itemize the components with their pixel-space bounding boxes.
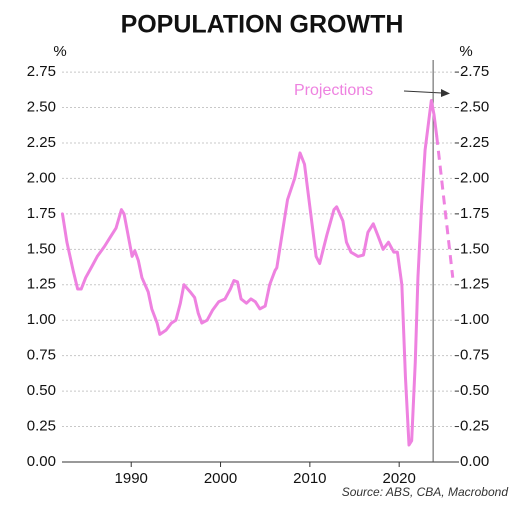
y-tick-label: 1.00: [27, 311, 56, 328]
y-tick-label: 0.50: [27, 382, 56, 399]
y2-tick-label: 1.50: [460, 240, 489, 257]
y-tick-label: 0.00: [27, 453, 56, 470]
y2-axis-label: %: [459, 43, 472, 60]
data-line: [60, 98, 439, 447]
y2-tick-label: 0.25: [460, 418, 489, 435]
chart-title: POPULATION GROWTH: [121, 11, 404, 39]
y2-tick-label: 0.50: [460, 382, 489, 399]
y-tick-label: 1.25: [27, 276, 56, 293]
y-tick-label: 0.75: [27, 347, 56, 364]
x-tick-label: 1990: [115, 470, 148, 487]
y2-tick-label: 0.00: [460, 453, 489, 470]
y-tick-label: 2.25: [27, 134, 56, 151]
y2-tick-label: 0.75: [460, 347, 489, 364]
source: Source: ABS, CBA, Macrobond: [342, 485, 509, 499]
y2-tick-label: 1.25: [460, 276, 489, 293]
x-tick-label: 2000: [204, 470, 237, 487]
x-tick-label: 2020: [382, 470, 415, 487]
y2-tick-label: 2.50: [460, 99, 489, 116]
x-tick-label: 2010: [293, 470, 326, 487]
y2-tick-label: 1.00: [460, 311, 489, 328]
y-tick-label: 2.00: [27, 169, 56, 186]
y-tick-label: 1.75: [27, 205, 56, 222]
y-tick-label: 0.25: [27, 418, 56, 435]
arrow-head: [441, 89, 450, 97]
y2-tick-label: 2.75: [460, 63, 489, 80]
y2-tick-label: 2.00: [460, 169, 489, 186]
y-tick-label: 2.50: [27, 99, 56, 116]
projection-line: [435, 135, 455, 278]
y-tick-label: 1.50: [27, 240, 56, 257]
y2-tick-label: 1.75: [460, 205, 489, 222]
y2-tick-label: 2.25: [460, 134, 489, 151]
y-tick-label: 2.75: [27, 63, 56, 80]
annotation: Projections: [294, 82, 373, 99]
annotation-arrow: [403, 90, 443, 94]
y-axis-label: %: [53, 43, 66, 60]
